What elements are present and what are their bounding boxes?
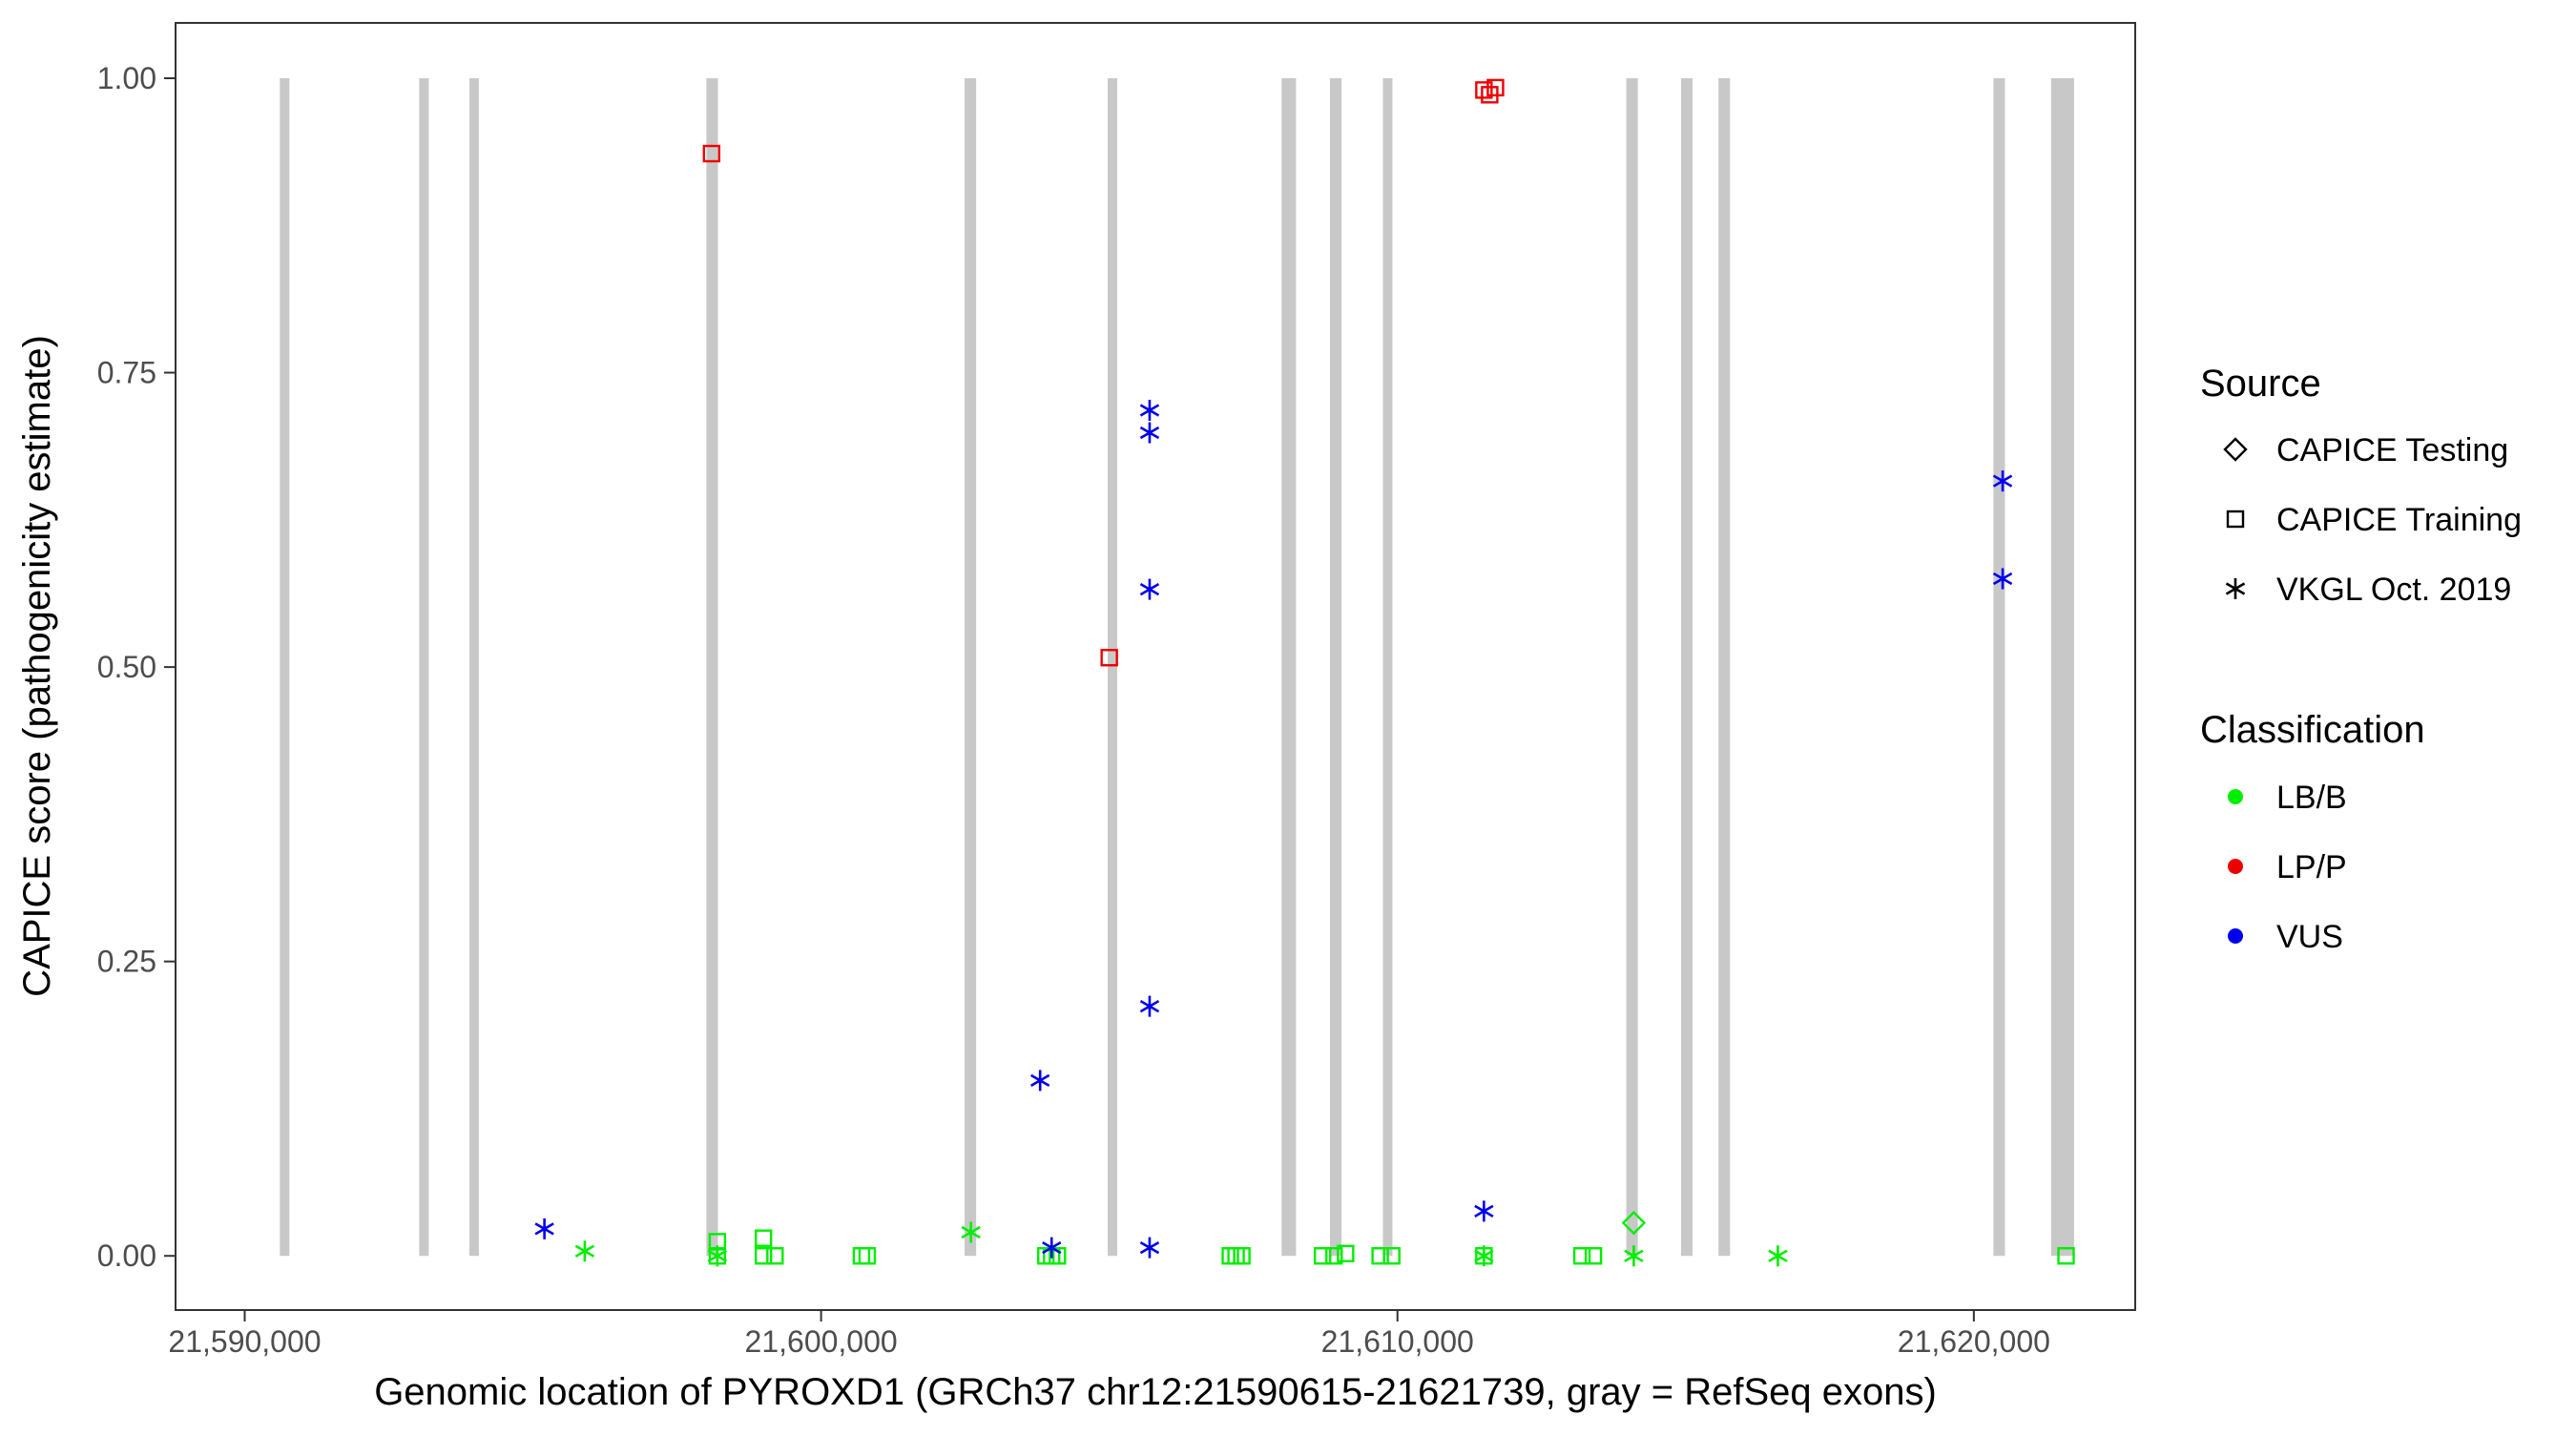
exon-layer xyxy=(280,78,2074,1257)
data-point xyxy=(1475,81,1493,99)
x-tick-label: 21,620,000 xyxy=(1898,1324,2050,1359)
data-point xyxy=(1992,568,2013,590)
data-point xyxy=(1621,1210,1647,1236)
legend-key-classification xyxy=(2228,928,2243,944)
exon-bar xyxy=(468,78,479,1257)
data-point xyxy=(1139,578,1160,600)
data-point xyxy=(1139,400,1160,422)
exon-bar xyxy=(280,78,290,1257)
legend-key-classification xyxy=(2228,859,2243,874)
data-point xyxy=(1029,1070,1050,1092)
data-point xyxy=(852,1247,871,1265)
x-tick-label: 21,600,000 xyxy=(745,1324,898,1359)
y-tick-label: 0.75 xyxy=(97,356,156,390)
data-point xyxy=(1049,1247,1067,1265)
data-point xyxy=(1382,1247,1401,1265)
data-point xyxy=(961,1221,981,1243)
data-point xyxy=(534,1217,554,1239)
data-point xyxy=(1139,1237,1160,1259)
data-point xyxy=(1992,470,2013,492)
x-axis-label: Genomic location of PYROXD1 (GRCh37 chr1… xyxy=(374,1371,1937,1413)
exon-bar xyxy=(1718,78,1731,1257)
exon-bar xyxy=(1680,78,1693,1257)
data-point xyxy=(1139,422,1160,444)
data-point xyxy=(1042,1237,1062,1259)
x-tick-label: 21,590,000 xyxy=(168,1324,321,1359)
exon-bar xyxy=(706,78,718,1257)
data-point xyxy=(1572,1247,1591,1265)
y-tick-label: 0.00 xyxy=(97,1238,156,1273)
exon-bar xyxy=(1382,78,1393,1257)
y-tick-label: 0.50 xyxy=(97,650,156,684)
data-point xyxy=(1371,1247,1389,1265)
legend-source-title: Source xyxy=(2200,363,2321,405)
data-point xyxy=(1486,78,1505,97)
data-point xyxy=(1313,1247,1332,1265)
data-point xyxy=(2057,1247,2075,1265)
data-point xyxy=(1325,1247,1343,1265)
legend-key-source xyxy=(2226,510,2245,529)
x-tick-label: 21,610,000 xyxy=(1321,1324,1474,1359)
y-tick-label: 1.00 xyxy=(97,61,156,95)
legend-classification-title: Classification xyxy=(2200,709,2425,751)
data-point xyxy=(1584,1247,1603,1265)
data-point xyxy=(1100,649,1118,667)
y-axis-label: CAPICE score (pathogenicity estimate) xyxy=(16,335,58,997)
data-point xyxy=(755,1247,773,1265)
exon-bar xyxy=(1330,78,1342,1257)
data-point xyxy=(702,144,721,163)
legend: Source Classification CAPICE Testing CAPI… xyxy=(2200,363,2522,955)
legend-label-source: CAPICE Training xyxy=(2276,502,2522,538)
point-layer xyxy=(534,78,2075,1267)
legend-label-classification: LB/B xyxy=(2276,780,2347,816)
data-point xyxy=(766,1247,784,1265)
legend-label-classification: VUS xyxy=(2276,919,2343,955)
axis-layer: 21,590,000 21,600,000 21,610,000 21,620,000… xyxy=(97,61,2050,1359)
exon-bar xyxy=(1281,78,1297,1257)
data-point xyxy=(858,1247,877,1265)
legend-key-source xyxy=(2223,437,2248,462)
legend-label-source: VKGL Oct. 2019 xyxy=(2276,572,2511,608)
exon-bar xyxy=(2050,78,2074,1257)
data-point xyxy=(1768,1245,1788,1267)
data-point xyxy=(1227,1247,1245,1265)
legend-key-classification xyxy=(2228,789,2243,804)
data-point xyxy=(1233,1247,1251,1265)
legend-label-classification: LP/P xyxy=(2276,849,2347,885)
exon-bar xyxy=(1626,78,1638,1257)
exon-bar xyxy=(419,78,429,1257)
data-point xyxy=(1624,1245,1644,1267)
data-point xyxy=(1337,1244,1355,1262)
data-point xyxy=(707,1245,728,1267)
exon-bar xyxy=(1993,78,2005,1257)
exon-bar xyxy=(1107,78,1117,1257)
data-point xyxy=(574,1240,595,1262)
legend-key-source xyxy=(2225,578,2246,599)
data-point xyxy=(755,1229,773,1247)
data-point xyxy=(1139,995,1160,1017)
data-point xyxy=(1221,1247,1239,1265)
exon-bar xyxy=(965,78,977,1257)
y-tick-label: 0.25 xyxy=(97,945,156,979)
legend-label-source: CAPICE Testing xyxy=(2276,432,2508,468)
data-point xyxy=(1474,1245,1494,1267)
data-point xyxy=(1474,1200,1494,1222)
